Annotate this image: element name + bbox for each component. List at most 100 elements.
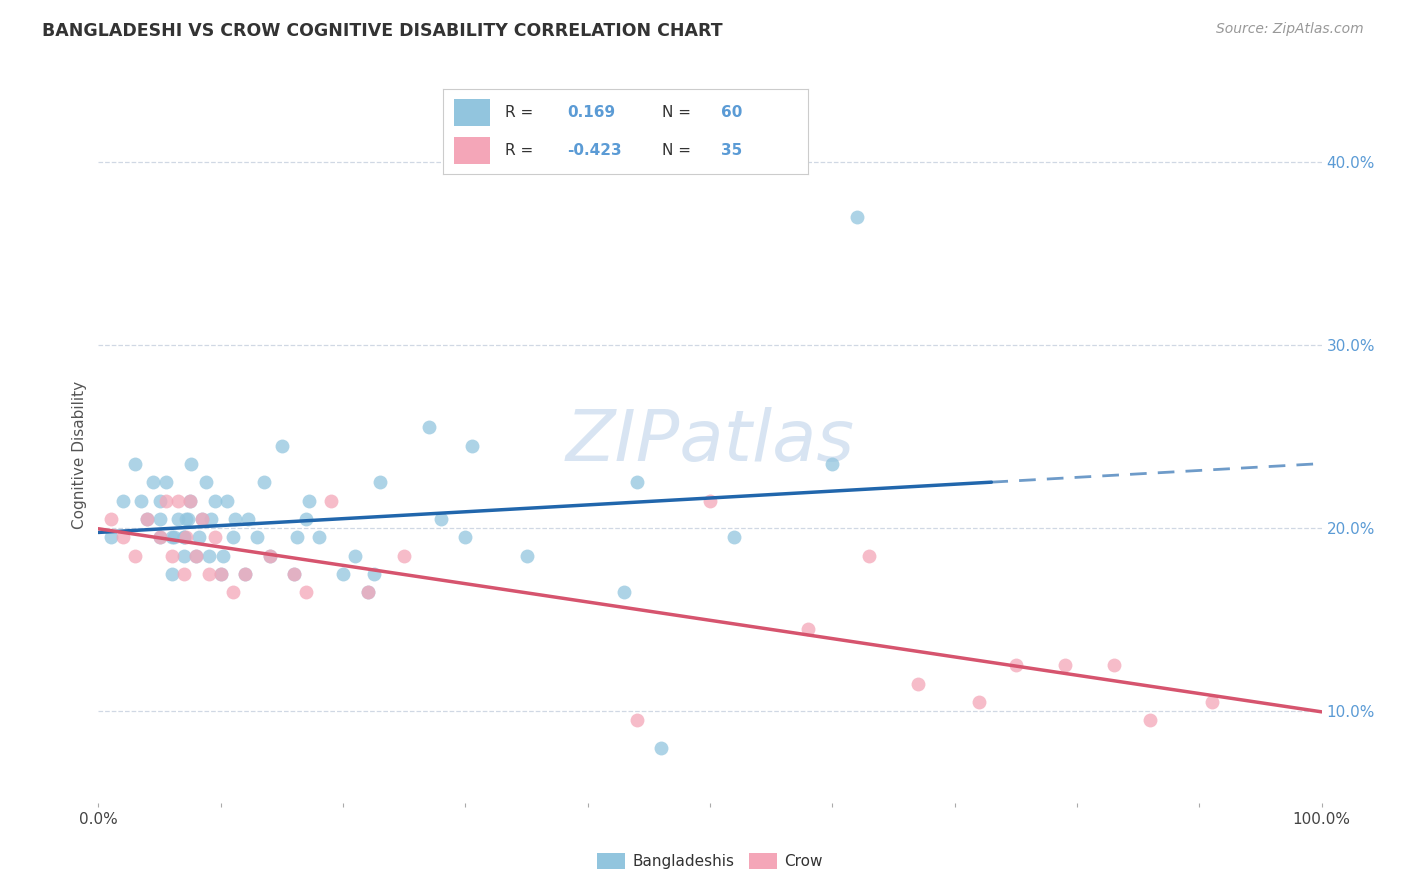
Point xyxy=(124,457,146,471)
Point xyxy=(200,512,222,526)
Point xyxy=(160,530,183,544)
Point xyxy=(173,549,195,563)
Point xyxy=(179,493,201,508)
Text: N =: N = xyxy=(662,105,696,120)
Point xyxy=(186,549,208,563)
Point xyxy=(212,549,235,563)
Point xyxy=(176,512,198,526)
Point xyxy=(191,512,214,526)
Text: R =: R = xyxy=(505,143,538,158)
Point xyxy=(650,740,672,755)
Point xyxy=(613,585,636,599)
Point xyxy=(392,549,416,563)
Point xyxy=(821,457,844,471)
Point xyxy=(246,530,269,544)
Point xyxy=(723,530,745,544)
Text: 35: 35 xyxy=(721,143,742,158)
Point xyxy=(295,585,318,599)
Point xyxy=(1139,714,1161,728)
Point xyxy=(344,549,367,563)
Point xyxy=(699,493,721,508)
Y-axis label: Cognitive Disability: Cognitive Disability xyxy=(72,381,87,529)
Point xyxy=(191,512,214,526)
Point xyxy=(233,566,256,581)
Point xyxy=(233,566,256,581)
Point xyxy=(319,493,342,508)
Point xyxy=(124,549,146,563)
Point xyxy=(173,566,195,581)
Point xyxy=(797,622,820,636)
Text: 0.169: 0.169 xyxy=(567,105,616,120)
Point xyxy=(142,475,165,490)
Point xyxy=(129,493,152,508)
Bar xyxy=(454,99,491,127)
Point xyxy=(180,457,202,471)
Point xyxy=(1004,658,1026,673)
Point xyxy=(149,530,172,544)
Point xyxy=(332,566,354,581)
Point xyxy=(215,493,238,508)
Point xyxy=(160,566,183,581)
Legend: Bangladeshis, Crow: Bangladeshis, Crow xyxy=(591,847,830,875)
Point xyxy=(173,530,195,544)
Point xyxy=(283,566,305,581)
Point xyxy=(454,530,477,544)
Point xyxy=(259,549,281,563)
Point xyxy=(195,475,218,490)
Text: N =: N = xyxy=(662,143,696,158)
Point xyxy=(308,530,330,544)
Point xyxy=(186,549,208,563)
Text: ZIPatlas: ZIPatlas xyxy=(565,407,855,475)
Point xyxy=(626,714,648,728)
Point xyxy=(460,439,482,453)
Point xyxy=(187,530,209,544)
Point xyxy=(295,512,318,526)
Point xyxy=(209,566,232,581)
Point xyxy=(1102,658,1125,673)
Point xyxy=(179,493,201,508)
Point xyxy=(259,549,281,563)
Point xyxy=(222,585,245,599)
Point xyxy=(1201,695,1223,709)
Point xyxy=(163,530,186,544)
Point xyxy=(197,549,219,563)
Point xyxy=(368,475,391,490)
Point xyxy=(204,493,226,508)
Point xyxy=(111,530,134,544)
Text: 60: 60 xyxy=(721,105,742,120)
Point xyxy=(858,549,880,563)
Bar xyxy=(454,136,491,164)
Point xyxy=(160,549,183,563)
Point xyxy=(283,566,305,581)
Text: Source: ZipAtlas.com: Source: ZipAtlas.com xyxy=(1216,22,1364,37)
Point xyxy=(907,677,929,691)
Point xyxy=(149,493,172,508)
Point xyxy=(356,585,378,599)
Point xyxy=(845,210,868,224)
Point xyxy=(224,512,246,526)
Point xyxy=(176,530,198,544)
Point xyxy=(100,530,122,544)
Text: R =: R = xyxy=(505,105,538,120)
Point xyxy=(149,512,172,526)
Point xyxy=(209,566,232,581)
Point xyxy=(136,512,159,526)
Point xyxy=(167,512,190,526)
Point xyxy=(155,475,177,490)
Point xyxy=(252,475,274,490)
Point xyxy=(204,530,226,544)
Point xyxy=(167,493,190,508)
Point xyxy=(430,512,453,526)
Point xyxy=(626,475,648,490)
Text: -0.423: -0.423 xyxy=(567,143,621,158)
Point xyxy=(515,549,537,563)
Point xyxy=(149,530,172,544)
Point xyxy=(177,512,200,526)
Point xyxy=(111,493,134,508)
Point xyxy=(270,439,294,453)
Text: BANGLADESHI VS CROW COGNITIVE DISABILITY CORRELATION CHART: BANGLADESHI VS CROW COGNITIVE DISABILITY… xyxy=(42,22,723,40)
Point xyxy=(356,585,378,599)
Point xyxy=(1053,658,1076,673)
Point xyxy=(236,512,259,526)
Point xyxy=(222,530,245,544)
